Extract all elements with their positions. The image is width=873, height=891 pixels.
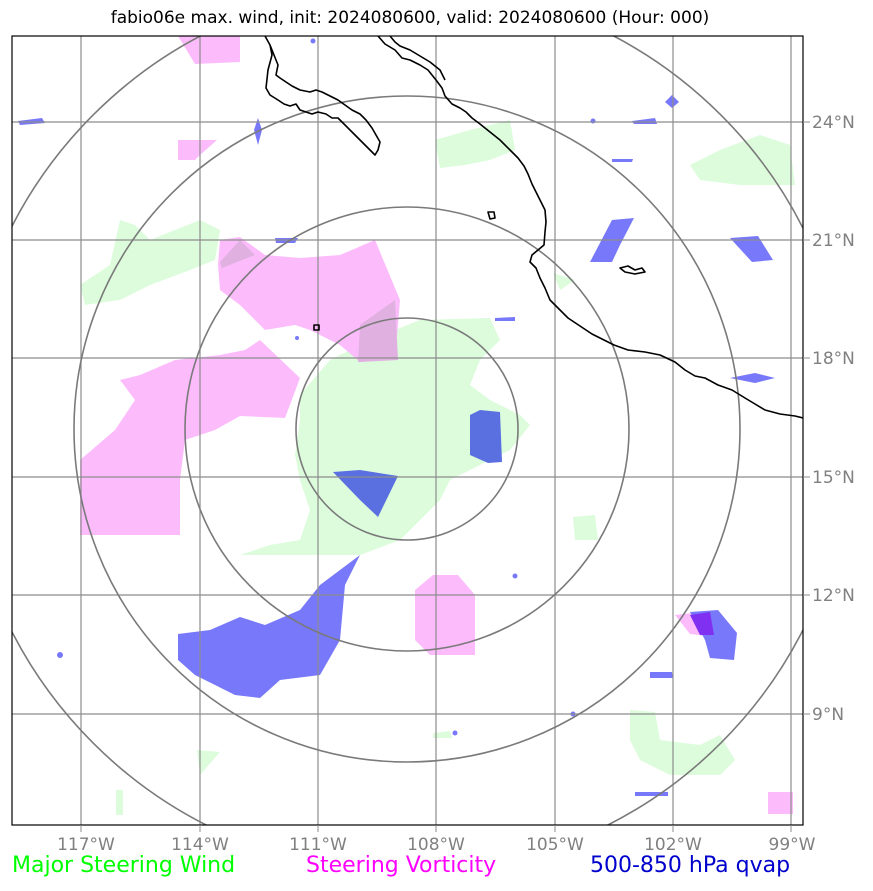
lat-label-9: 9°N xyxy=(812,705,844,725)
qvap-dot-2 xyxy=(452,730,458,736)
coastline-islas-marias xyxy=(619,265,646,275)
lat-label-18: 18°N xyxy=(812,349,855,369)
lon-label-117: 117°W xyxy=(57,835,115,855)
legend-steering-vorticity: Steering Vorticity xyxy=(306,853,497,878)
coastlines xyxy=(264,36,803,419)
wind-area-small-2 xyxy=(197,750,220,775)
coastline-island-small xyxy=(487,211,496,220)
lon-label-114: 114°W xyxy=(171,835,229,855)
lon-label-99: 99°W xyxy=(769,835,816,855)
overlap-areas xyxy=(220,240,714,635)
coastline-island-tiny xyxy=(313,324,320,331)
qvap-area-small-6 xyxy=(612,159,633,162)
coastline-baja-california xyxy=(264,36,381,156)
wind-area-west xyxy=(80,220,220,305)
lat-label-15: 15°N xyxy=(812,468,855,488)
lat-label-12: 12°N xyxy=(812,586,855,606)
qvap-area-small-7 xyxy=(495,317,515,321)
wind-area-small-3 xyxy=(116,790,123,815)
lon-label-108: 108°W xyxy=(407,835,465,855)
coastline-mexico-mainland xyxy=(377,36,803,419)
coastline-gulf-north xyxy=(389,36,446,81)
range-ring-2 xyxy=(184,206,630,652)
vorticity-wind-overlap xyxy=(358,300,398,362)
lon-label-102: 102°W xyxy=(644,835,702,855)
wind-area-small-5 xyxy=(553,273,575,290)
wind-area-central xyxy=(240,318,530,555)
qvap-dot-4 xyxy=(590,118,596,124)
vorticity-area-west xyxy=(80,340,300,535)
qvap-area-east-2 xyxy=(730,373,775,383)
qvap-dot-3 xyxy=(512,573,518,579)
map-title: fabio06e max. wind, init: 2024080600, va… xyxy=(110,8,710,28)
map-frame xyxy=(11,35,804,826)
vorticity-area-southeast xyxy=(768,792,793,814)
lat-label-21: 21°N xyxy=(812,231,855,251)
range-rings xyxy=(12,36,803,825)
qvap-core-center xyxy=(333,470,398,517)
qvap-area-small-5 xyxy=(665,95,679,108)
lat-label-24: 24°N xyxy=(812,113,855,133)
wind-area-small-4 xyxy=(433,731,452,738)
wind-area-north xyxy=(435,120,515,168)
qvap-area-small-4 xyxy=(632,118,657,124)
lat-axis xyxy=(803,121,810,715)
lat-labels: 24°N 21°N 18°N 15°N 12°N 9°N xyxy=(812,113,855,725)
qvap-area-east xyxy=(730,236,773,262)
wind-area-east xyxy=(690,135,795,185)
wind-area-southeast xyxy=(630,710,735,775)
steering-wind-areas xyxy=(80,120,795,815)
qvap-core-east xyxy=(470,410,502,463)
qvap-dot-7 xyxy=(295,336,299,340)
wind-area-small-1 xyxy=(573,515,598,540)
qvap-core-southeast xyxy=(690,612,714,635)
lon-axis xyxy=(80,825,792,832)
range-ring-3 xyxy=(73,95,741,763)
legend-steering-wind: Major Steering Wind xyxy=(12,853,236,878)
lon-labels: 117°W 114°W 111°W 108°W 105°W 102°W 99°W xyxy=(57,835,816,855)
qvap-area-southwest xyxy=(178,555,360,698)
vorticity-area-upper-left xyxy=(178,140,217,160)
lon-label-105: 105°W xyxy=(526,835,584,855)
legend-qvap: 500-850 hPa qvap xyxy=(590,853,791,878)
range-ring-1 xyxy=(295,317,519,541)
qvap-dot-6 xyxy=(310,38,316,44)
vorticity-area-top xyxy=(178,36,240,64)
lon-label-111: 111°W xyxy=(289,835,347,855)
qvap-area-small-8 xyxy=(650,672,673,678)
qvap-dot-1 xyxy=(57,652,63,658)
vorticity-wind-overlap-west xyxy=(220,240,255,268)
